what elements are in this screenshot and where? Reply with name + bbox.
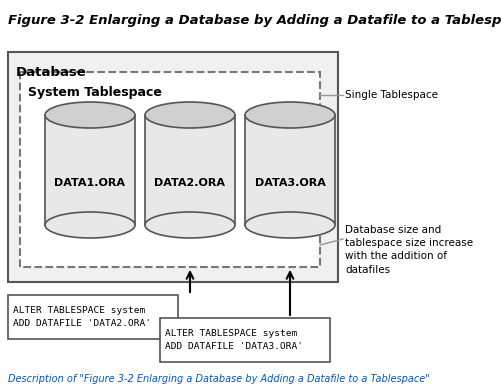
- Text: ALTER TABLESPACE system
ADD DATAFILE 'DATA2.ORA': ALTER TABLESPACE system ADD DATAFILE 'DA…: [13, 306, 151, 328]
- Text: DATA3.ORA: DATA3.ORA: [255, 178, 326, 188]
- Ellipse shape: [45, 102, 135, 128]
- Bar: [8, 295, 178, 339]
- Text: DATA1.ORA: DATA1.ORA: [55, 178, 125, 188]
- Bar: [160, 318, 330, 362]
- Ellipse shape: [45, 212, 135, 238]
- Bar: [245, 115, 335, 225]
- Ellipse shape: [245, 102, 335, 128]
- Text: ALTER TABLESPACE system
ADD DATAFILE 'DATA3.ORA': ALTER TABLESPACE system ADD DATAFILE 'DA…: [165, 329, 303, 351]
- Text: Figure 3-2 Enlarging a Database by Adding a Datafile to a Tablespace: Figure 3-2 Enlarging a Database by Addin…: [8, 14, 501, 27]
- Bar: [145, 115, 235, 225]
- Text: Database: Database: [16, 66, 87, 79]
- Bar: [20, 72, 320, 267]
- Ellipse shape: [245, 212, 335, 238]
- Ellipse shape: [145, 102, 235, 128]
- Text: System Tablespace: System Tablespace: [28, 86, 162, 99]
- Ellipse shape: [145, 212, 235, 238]
- Text: Database size and
tablespace size increase
with the addition of
datafiles: Database size and tablespace size increa…: [345, 225, 473, 275]
- Text: DATA2.ORA: DATA2.ORA: [154, 178, 225, 188]
- Text: Single Tablespace: Single Tablespace: [345, 90, 438, 100]
- Bar: [8, 52, 338, 282]
- Bar: [45, 115, 135, 225]
- Text: Description of "Figure 3-2 Enlarging a Database by Adding a Datafile to a Tables: Description of "Figure 3-2 Enlarging a D…: [8, 374, 430, 384]
